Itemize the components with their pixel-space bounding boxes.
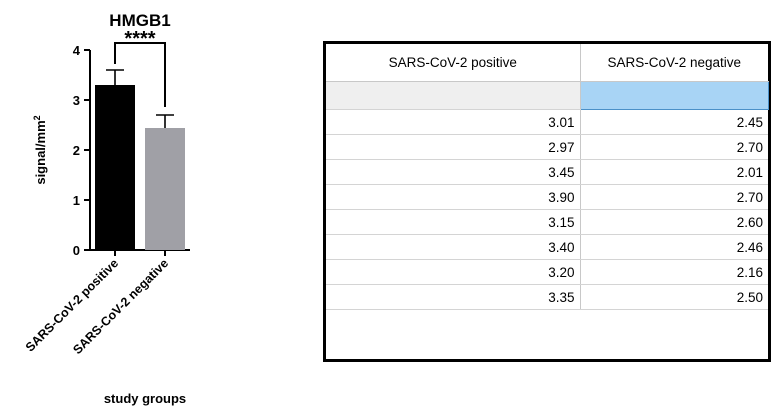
table-row-blank [326, 81, 769, 110]
table-cell-negative[interactable]: 2.45 [580, 109, 768, 135]
bar [95, 85, 135, 250]
table-header-row: SARS-CoV-2 positive SARS-CoV-2 negative [326, 44, 768, 82]
y-tick-label: 3 [73, 93, 80, 108]
y-axis-label-superscript: 2 [32, 115, 42, 120]
table-row: 3.15 2.60 [326, 209, 768, 235]
table-row: 3.35 2.50 [326, 284, 768, 310]
table-cell-negative[interactable]: 2.60 [580, 209, 768, 235]
bar-chart: HMGB1 signal/mm2 study groups 0 1 2 3 4 SARS-… [0, 0, 320, 417]
x-axis-label: study groups [104, 391, 186, 406]
significance-label: **** [124, 28, 155, 50]
table-cell-positive[interactable]: 3.01 [326, 109, 581, 135]
y-tick-label: 1 [73, 193, 80, 208]
table-cell-positive[interactable]: 3.20 [326, 259, 581, 285]
data-table-panel: SARS-CoV-2 positive SARS-CoV-2 negative … [323, 41, 771, 362]
table-cell-negative[interactable]: 2.16 [580, 259, 768, 285]
table-cell-positive[interactable]: 3.35 [326, 284, 581, 310]
table-row: 3.40 2.46 [326, 234, 768, 260]
x-tick-label: SARS-CoV-2 negative [70, 256, 171, 357]
table-row: 3.45 2.01 [326, 159, 768, 185]
data-table: SARS-CoV-2 positive SARS-CoV-2 negative … [326, 44, 769, 310]
column-header-positive[interactable]: SARS-CoV-2 positive [326, 44, 581, 82]
y-tick-label: 0 [73, 243, 80, 258]
chart-title: HMGB1 [109, 11, 170, 30]
table-cell-positive[interactable]: 3.90 [326, 184, 581, 210]
y-axis-label-text: signal/mm [33, 120, 48, 184]
bar [145, 128, 185, 250]
significance-bracket [114, 42, 166, 107]
table-cell-positive[interactable]: 3.40 [326, 234, 581, 260]
table-cell-positive[interactable]: 2.97 [326, 134, 581, 160]
table-cell-positive[interactable]: 3.15 [326, 209, 581, 235]
table-cell-selected[interactable] [579, 81, 769, 110]
y-tick-label: 2 [73, 143, 80, 158]
y-axis-label: signal/mm2 [32, 115, 48, 184]
table-cell-negative[interactable]: 2.70 [580, 184, 768, 210]
table-cell-negative[interactable]: 2.46 [580, 234, 768, 260]
table-row: 3.90 2.70 [326, 184, 768, 210]
y-tick-label: 4 [73, 43, 81, 58]
x-tick-label: SARS-CoV-2 positive [23, 256, 121, 354]
table-row: 2.97 2.70 [326, 134, 768, 160]
table-cell-negative[interactable]: 2.01 [580, 159, 768, 185]
bar-chart-svg: HMGB1 signal/mm2 study groups 01234SARS-… [23, 11, 190, 406]
table-cell-blank[interactable] [326, 81, 581, 110]
table-cell-positive[interactable]: 3.45 [326, 159, 581, 185]
column-header-negative[interactable]: SARS-CoV-2 negative [580, 44, 768, 82]
table-row: 3.01 2.45 [326, 109, 768, 135]
table-row: 3.20 2.16 [326, 259, 768, 285]
table-cell-negative[interactable]: 2.70 [580, 134, 768, 160]
table-cell-negative[interactable]: 2.50 [580, 284, 768, 310]
